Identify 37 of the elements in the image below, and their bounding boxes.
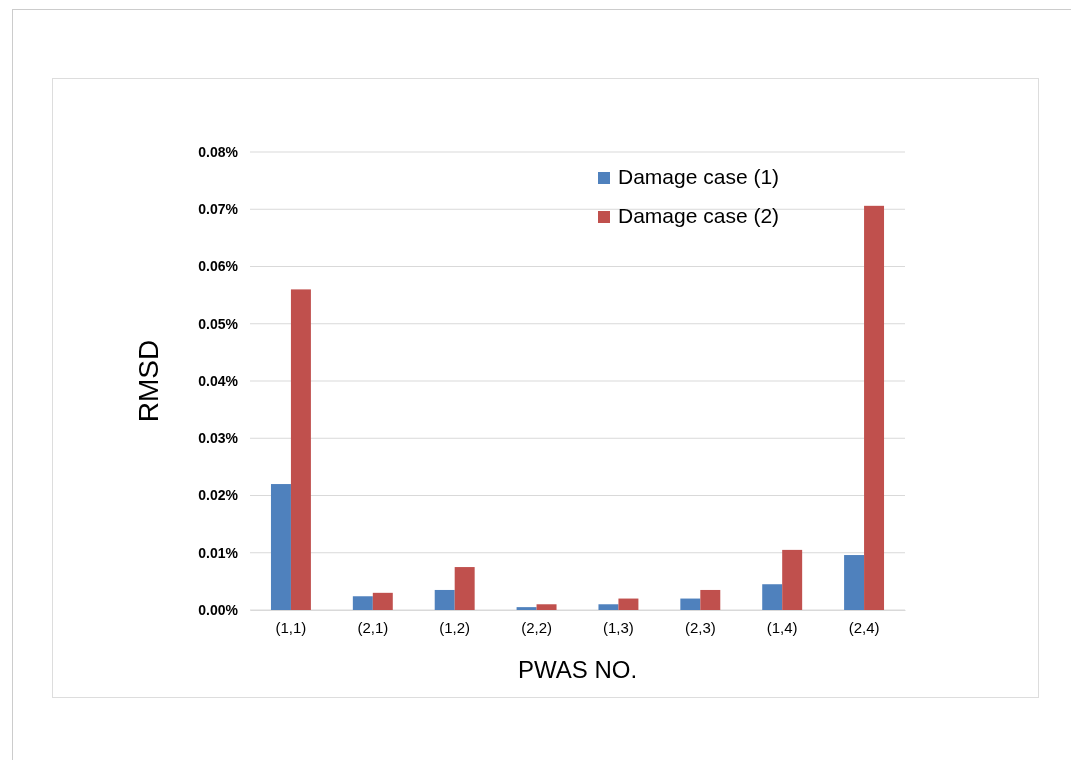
y-tick-label: 0.00% — [198, 601, 239, 618]
bar — [680, 598, 701, 610]
bar — [372, 592, 393, 610]
bar — [762, 584, 783, 610]
bar — [270, 484, 291, 610]
bar — [700, 589, 721, 610]
y-axis-title: RMSD — [133, 339, 164, 423]
y-tick-label: 0.06% — [198, 258, 239, 275]
bar — [618, 598, 639, 610]
bar — [290, 289, 311, 610]
y-tick-label: 0.04% — [198, 372, 239, 389]
x-tick-label: (2,1) — [357, 618, 389, 636]
legend-label: Damage case (2) — [618, 204, 780, 227]
bar — [454, 567, 475, 610]
bar — [864, 205, 885, 610]
bar — [844, 555, 865, 610]
x-tick-label: (2,4) — [848, 618, 880, 636]
y-tick-label: 0.05% — [198, 315, 239, 332]
x-tick-label: (2,3) — [684, 618, 716, 636]
x-axis-title: PWAS NO. — [517, 656, 638, 683]
bar — [516, 607, 537, 610]
y-tick-label: 0.07% — [198, 201, 239, 218]
legend-label: Damage case (1) — [618, 165, 780, 188]
x-tick-label: (1,1) — [275, 618, 307, 636]
x-tick-label: (1,4) — [766, 618, 798, 636]
bar — [536, 604, 557, 610]
y-tick-label: 0.01% — [198, 544, 239, 561]
bar — [434, 589, 455, 610]
x-tick-label: (1,3) — [603, 618, 634, 636]
y-tick-label: 0.02% — [198, 487, 239, 504]
bar — [782, 549, 803, 610]
bar — [598, 604, 619, 610]
x-tick-label: (2,2) — [521, 618, 552, 636]
x-tick-label: (1,2) — [439, 618, 471, 636]
y-tick-label: 0.03% — [198, 430, 239, 447]
y-tick-label: 0.08% — [198, 143, 239, 160]
bar — [352, 596, 373, 610]
